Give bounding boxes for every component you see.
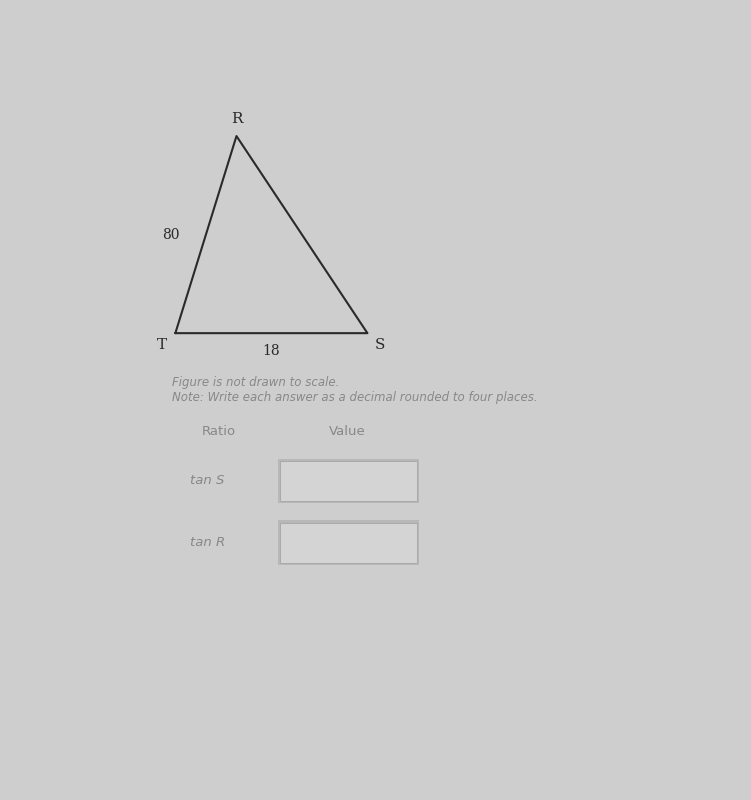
Text: Value: Value [329,426,366,438]
FancyBboxPatch shape [278,520,419,565]
FancyBboxPatch shape [280,522,417,562]
Text: Figure is not drawn to scale.: Figure is not drawn to scale. [173,376,339,389]
Text: Note: Write each answer as a decimal rounded to four places.: Note: Write each answer as a decimal rou… [173,391,538,404]
FancyBboxPatch shape [278,458,419,503]
Text: tan R: tan R [190,536,225,549]
Text: T: T [156,338,167,352]
Text: 18: 18 [263,344,280,358]
FancyBboxPatch shape [280,461,417,501]
Text: 80: 80 [162,227,180,242]
Text: Ratio: Ratio [202,426,236,438]
Text: R: R [231,111,243,126]
Text: tan S: tan S [190,474,225,487]
Text: S: S [375,338,385,352]
